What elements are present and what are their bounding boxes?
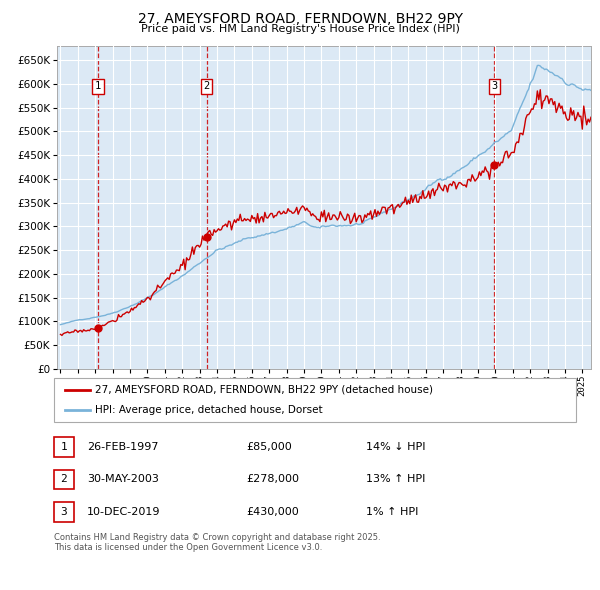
Text: Contains HM Land Registry data © Crown copyright and database right 2025.
This d: Contains HM Land Registry data © Crown c… [54,533,380,552]
Text: £430,000: £430,000 [246,507,299,517]
Text: Price paid vs. HM Land Registry's House Price Index (HPI): Price paid vs. HM Land Registry's House … [140,24,460,34]
Text: 27, AMEYSFORD ROAD, FERNDOWN, BH22 9PY: 27, AMEYSFORD ROAD, FERNDOWN, BH22 9PY [137,12,463,26]
Text: 1% ↑ HPI: 1% ↑ HPI [366,507,418,517]
Text: 27, AMEYSFORD ROAD, FERNDOWN, BH22 9PY (detached house): 27, AMEYSFORD ROAD, FERNDOWN, BH22 9PY (… [95,385,433,395]
Text: 26-FEB-1997: 26-FEB-1997 [87,442,158,452]
Text: 2: 2 [61,474,67,484]
Text: 14% ↓ HPI: 14% ↓ HPI [366,442,425,452]
Text: £85,000: £85,000 [246,442,292,452]
Text: HPI: Average price, detached house, Dorset: HPI: Average price, detached house, Dors… [95,405,322,415]
Text: 13% ↑ HPI: 13% ↑ HPI [366,474,425,484]
Text: 10-DEC-2019: 10-DEC-2019 [87,507,161,517]
Text: 1: 1 [95,81,101,91]
Text: 3: 3 [491,81,497,91]
Text: 3: 3 [61,507,67,517]
Text: 1: 1 [61,442,67,452]
Text: 2: 2 [203,81,210,91]
Text: £278,000: £278,000 [246,474,299,484]
Text: 30-MAY-2003: 30-MAY-2003 [87,474,159,484]
